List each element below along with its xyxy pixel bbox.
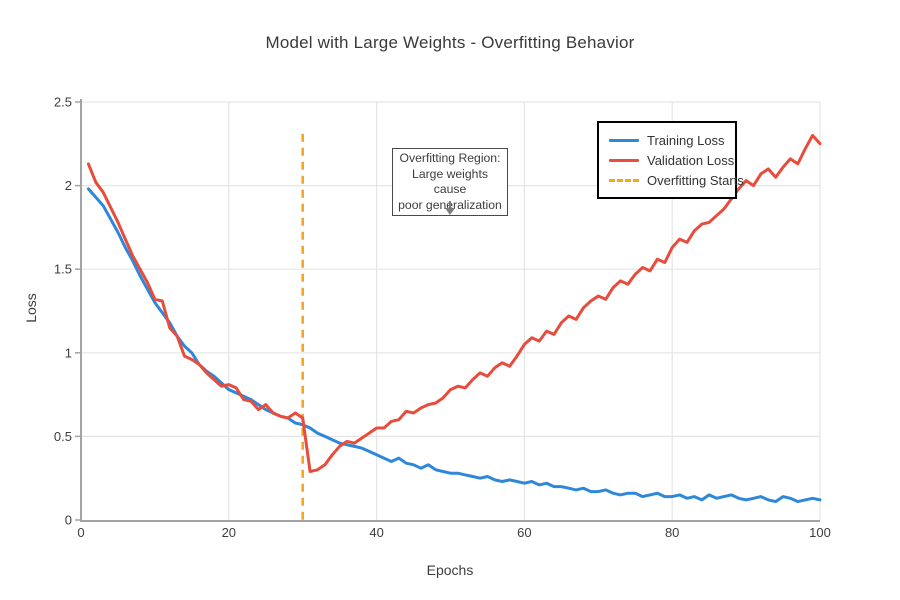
training-loss-swatch-icon (609, 138, 639, 142)
annotation-overfitting-region: Overfitting Region: Large weights cause … (392, 148, 508, 216)
annotation-arrow-icon (449, 201, 451, 209)
validation-loss-line (86, 133, 822, 473)
chart-title: Model with Large Weights - Overfitting B… (265, 33, 635, 52)
y-tick-label: 2.5 (54, 95, 72, 110)
y-tick-label: 0.5 (54, 429, 72, 444)
x-tick-label: 80 (665, 525, 679, 540)
x-tick-label: 100 (809, 525, 831, 540)
overfitting-starts-swatch-icon (609, 178, 639, 182)
x-axis-label: Epochs (426, 562, 474, 578)
x-tick-label: 0 (77, 525, 84, 540)
x-tick-label: 60 (517, 525, 531, 540)
annotation-arrow-icon (445, 208, 455, 215)
legend: Training Loss Validation Loss Overfittin… (597, 121, 744, 199)
legend-item-validation-loss: Validation Loss (609, 151, 734, 169)
legend-label: Validation Loss (647, 152, 735, 168)
y-tick-label: 2 (65, 178, 72, 193)
y-tick-label: 1.5 (54, 262, 72, 277)
legend-item-training-loss: Training Loss (609, 131, 729, 149)
validation-loss-swatch-icon (609, 158, 639, 162)
y-tick-label: 1 (65, 345, 72, 360)
legend-label: Training Loss (647, 132, 725, 148)
annotation-line: Overfitting Region: (399, 151, 501, 165)
x-tick-label: 40 (369, 525, 383, 540)
legend-item-overfitting-starts: Overfitting Starts (609, 171, 744, 189)
training-loss-line (86, 187, 822, 504)
legend-label: Overfitting Starts (647, 172, 744, 188)
annotation-line: Large weights cause (412, 166, 488, 197)
y-axis-label: Loss (23, 293, 39, 323)
y-tick-label: 0 (65, 513, 72, 528)
x-tick-label: 20 (222, 525, 236, 540)
